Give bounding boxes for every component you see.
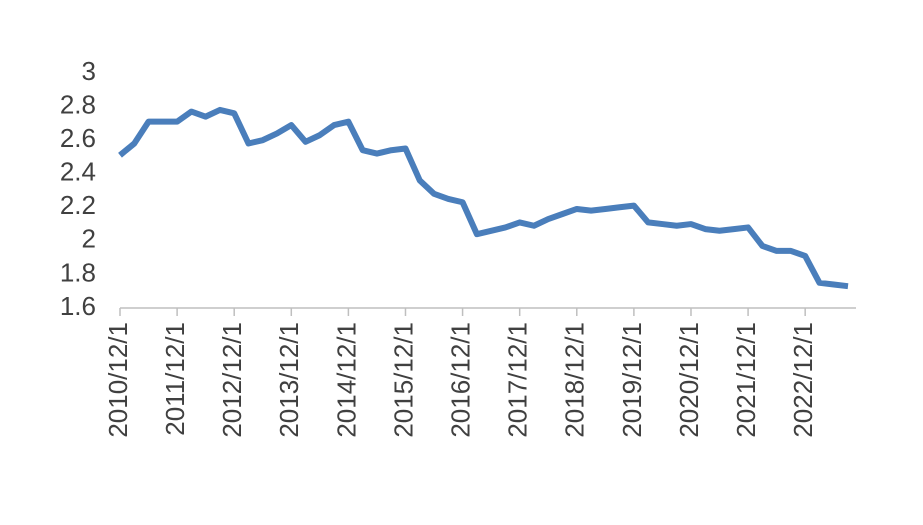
y-tick-label: 2.6	[60, 123, 96, 153]
x-tick-label: 2012/12/1	[217, 322, 247, 438]
x-tick-label: 2019/12/1	[617, 322, 647, 438]
x-tick-label: 2016/12/1	[445, 322, 475, 438]
x-tick-label: 2013/12/1	[274, 322, 304, 438]
line	[118, 106, 849, 290]
x-tick-label: 2017/12/1	[503, 322, 533, 438]
y-tick-label: 2.2	[60, 190, 96, 220]
y-tick-label: 1.6	[60, 291, 96, 321]
y-tick-label: 2.8	[60, 89, 96, 119]
y-tick-label: 3	[82, 56, 96, 86]
x-tick-label: 2010/12/1	[103, 322, 133, 438]
x-tick-label: 2015/12/1	[388, 322, 418, 438]
y-tick-label: 2	[82, 224, 96, 254]
x-tick-label: 2018/12/1	[560, 322, 590, 438]
x-tick-label: 2022/12/1	[788, 322, 818, 438]
x-tick-label: 2014/12/1	[331, 322, 361, 438]
x-tick-label: 2020/12/1	[674, 322, 704, 438]
y-tick-label: 1.8	[60, 257, 96, 287]
x-tick-label: 2021/12/1	[731, 322, 761, 438]
x-tick-label: 2011/12/1	[160, 322, 190, 436]
y-tick-label: 2.4	[60, 157, 96, 187]
